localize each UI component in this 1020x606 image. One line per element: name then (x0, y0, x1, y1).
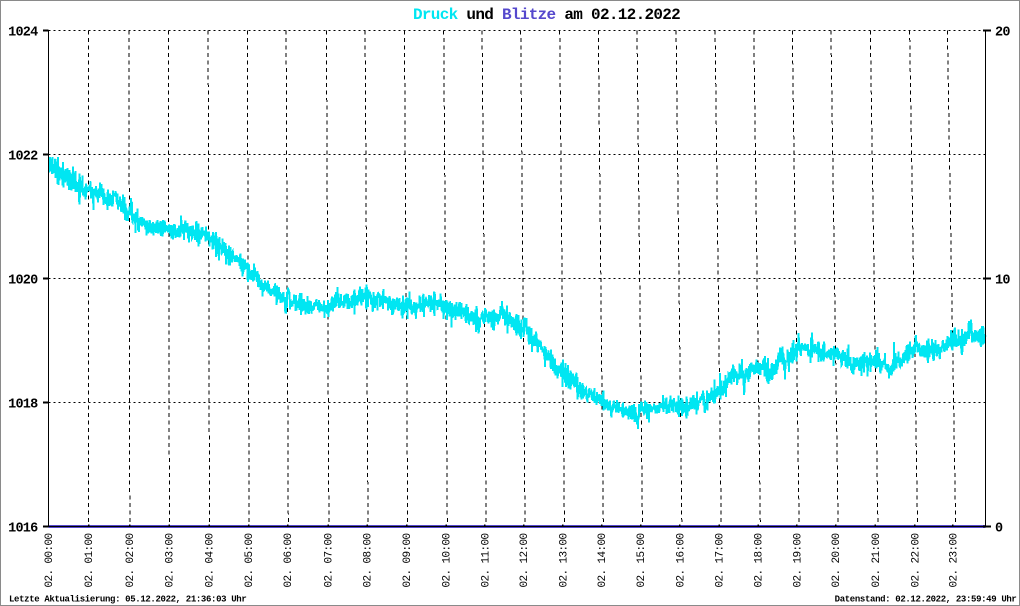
svg-text:02. 17:00: 02. 17:00 (715, 533, 727, 587)
svg-text:1016: 1016 (8, 521, 38, 536)
svg-text:02. 08:00: 02. 08:00 (363, 533, 375, 587)
svg-text:Datenstand: 02.12.2022, 23:59:: Datenstand: 02.12.2022, 23:59:49 Uhr (835, 595, 1017, 605)
svg-text:02. 19:00: 02. 19:00 (792, 533, 804, 587)
svg-text:02. 18:00: 02. 18:00 (754, 533, 766, 587)
svg-text:02. 02:00: 02. 02:00 (125, 533, 137, 587)
svg-text:02. 13:00: 02. 13:00 (558, 533, 570, 587)
svg-text:02. 01:00: 02. 01:00 (84, 533, 96, 587)
svg-text:1022: 1022 (8, 149, 38, 164)
svg-text:20: 20 (995, 26, 1010, 41)
svg-text:02. 11:00: 02. 11:00 (480, 533, 492, 587)
svg-text:02. 05:00: 02. 05:00 (244, 533, 256, 587)
svg-text:02. 00:00: 02. 00:00 (44, 533, 56, 587)
svg-text:02. 03:00: 02. 03:00 (165, 533, 177, 587)
svg-text:02. 14:00: 02. 14:00 (597, 533, 609, 587)
svg-text:1018: 1018 (8, 397, 38, 412)
svg-text:02. 16:00: 02. 16:00 (675, 533, 687, 587)
svg-text:02. 07:00: 02. 07:00 (324, 533, 336, 587)
svg-text:02. 09:00: 02. 09:00 (402, 533, 414, 587)
svg-text:02. 15:00: 02. 15:00 (636, 533, 648, 587)
svg-text:02. 23:00: 02. 23:00 (948, 533, 960, 587)
svg-text:02. 21:00: 02. 21:00 (871, 533, 883, 587)
svg-text:02. 20:00: 02. 20:00 (831, 533, 843, 587)
svg-text:02. 06:00: 02. 06:00 (283, 533, 295, 587)
svg-text:02. 04:00: 02. 04:00 (205, 533, 217, 587)
svg-text:10: 10 (995, 274, 1010, 289)
svg-text:02. 10:00: 02. 10:00 (442, 533, 454, 587)
svg-text:Letzte Aktualisierung: 05.12.2: Letzte Aktualisierung: 05.12.2022, 21:36… (9, 595, 246, 605)
svg-text:1024: 1024 (8, 25, 38, 40)
svg-text:0: 0 (995, 522, 1003, 537)
svg-text:02. 22:00: 02. 22:00 (910, 533, 922, 587)
svg-text:1020: 1020 (8, 273, 38, 288)
svg-text:02. 12:00: 02. 12:00 (519, 533, 531, 587)
svg-text:Druck und Blitze am 02.12.2022: Druck und Blitze am 02.12.2022 (413, 6, 680, 24)
